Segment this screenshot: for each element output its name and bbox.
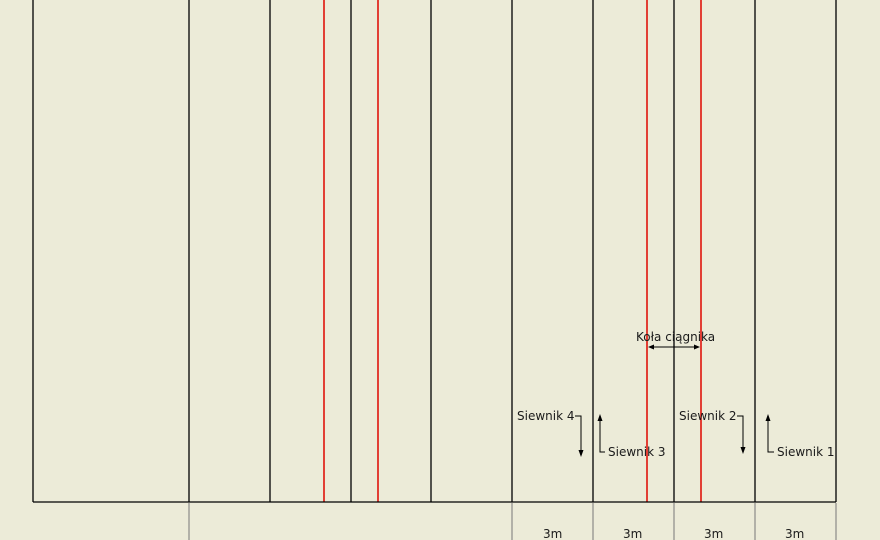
wheel-distance-arrow	[648, 344, 700, 350]
seeder-4-arrow	[575, 415, 584, 457]
seeder-3-arrow	[597, 414, 605, 453]
wheel-track-lines	[323, 0, 702, 502]
width-label-2: 3m	[623, 527, 642, 540]
seeder-1-arrow	[765, 414, 774, 453]
seeder-1-label: Siewnik 1	[777, 445, 835, 459]
width-label-4: 3m	[785, 527, 804, 540]
seeder-3-label: Siewnik 3	[608, 445, 666, 459]
seeder-4-label: Siewnik 4	[517, 409, 575, 423]
seeder-2-arrow	[737, 415, 746, 454]
wheel-track-label: Koła ciągnika	[636, 330, 715, 344]
width-label-3: 3m	[704, 527, 723, 540]
seeder-2-label: Siewnik 2	[679, 409, 737, 423]
width-label-1: 3m	[543, 527, 562, 540]
field-strip-lines	[32, 0, 837, 502]
dimension-ticks	[188, 503, 837, 540]
